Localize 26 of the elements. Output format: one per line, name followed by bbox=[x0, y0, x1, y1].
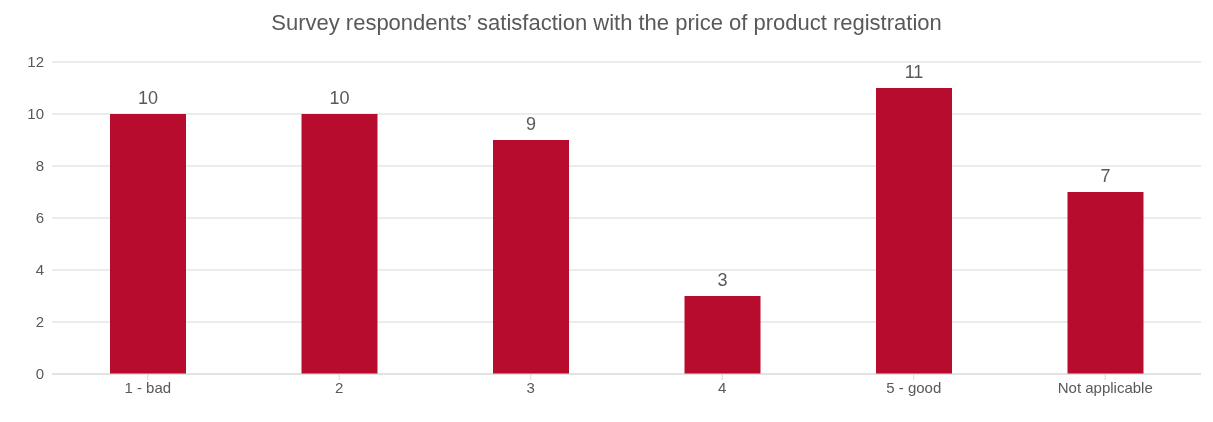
y-tick-label: 8 bbox=[35, 157, 44, 175]
y-tick-label: 10 bbox=[27, 105, 44, 123]
x-tick-label: 3 bbox=[526, 378, 535, 396]
bar bbox=[876, 88, 952, 374]
bar bbox=[110, 114, 186, 374]
chart-title: Survey respondents’ satisfaction with the price of product registration bbox=[270, 9, 943, 37]
bar bbox=[684, 296, 761, 374]
data-label: 10 bbox=[137, 88, 159, 108]
x-tick-label: 2 bbox=[335, 378, 344, 396]
data-label: 10 bbox=[329, 88, 350, 108]
bar bbox=[1067, 192, 1144, 374]
data-label: 11 bbox=[904, 62, 924, 82]
data-label: 7 bbox=[1100, 166, 1111, 186]
y-tick-label: 0 bbox=[35, 365, 44, 383]
data-label: 9 bbox=[525, 114, 537, 134]
x-tick-label: Not applicable bbox=[1057, 378, 1153, 396]
x-tick-label: 5 - good bbox=[886, 378, 942, 396]
x-tick-label: 1 - bad bbox=[124, 378, 172, 396]
y-tick-label: 12 bbox=[27, 53, 44, 71]
bar bbox=[301, 114, 378, 374]
y-tick-label: 2 bbox=[35, 313, 44, 331]
y-tick-label: 6 bbox=[35, 209, 44, 227]
x-tick-label: 4 bbox=[718, 378, 727, 396]
bar bbox=[493, 140, 569, 374]
y-tick-label: 4 bbox=[35, 261, 44, 279]
data-label: 3 bbox=[717, 270, 728, 290]
